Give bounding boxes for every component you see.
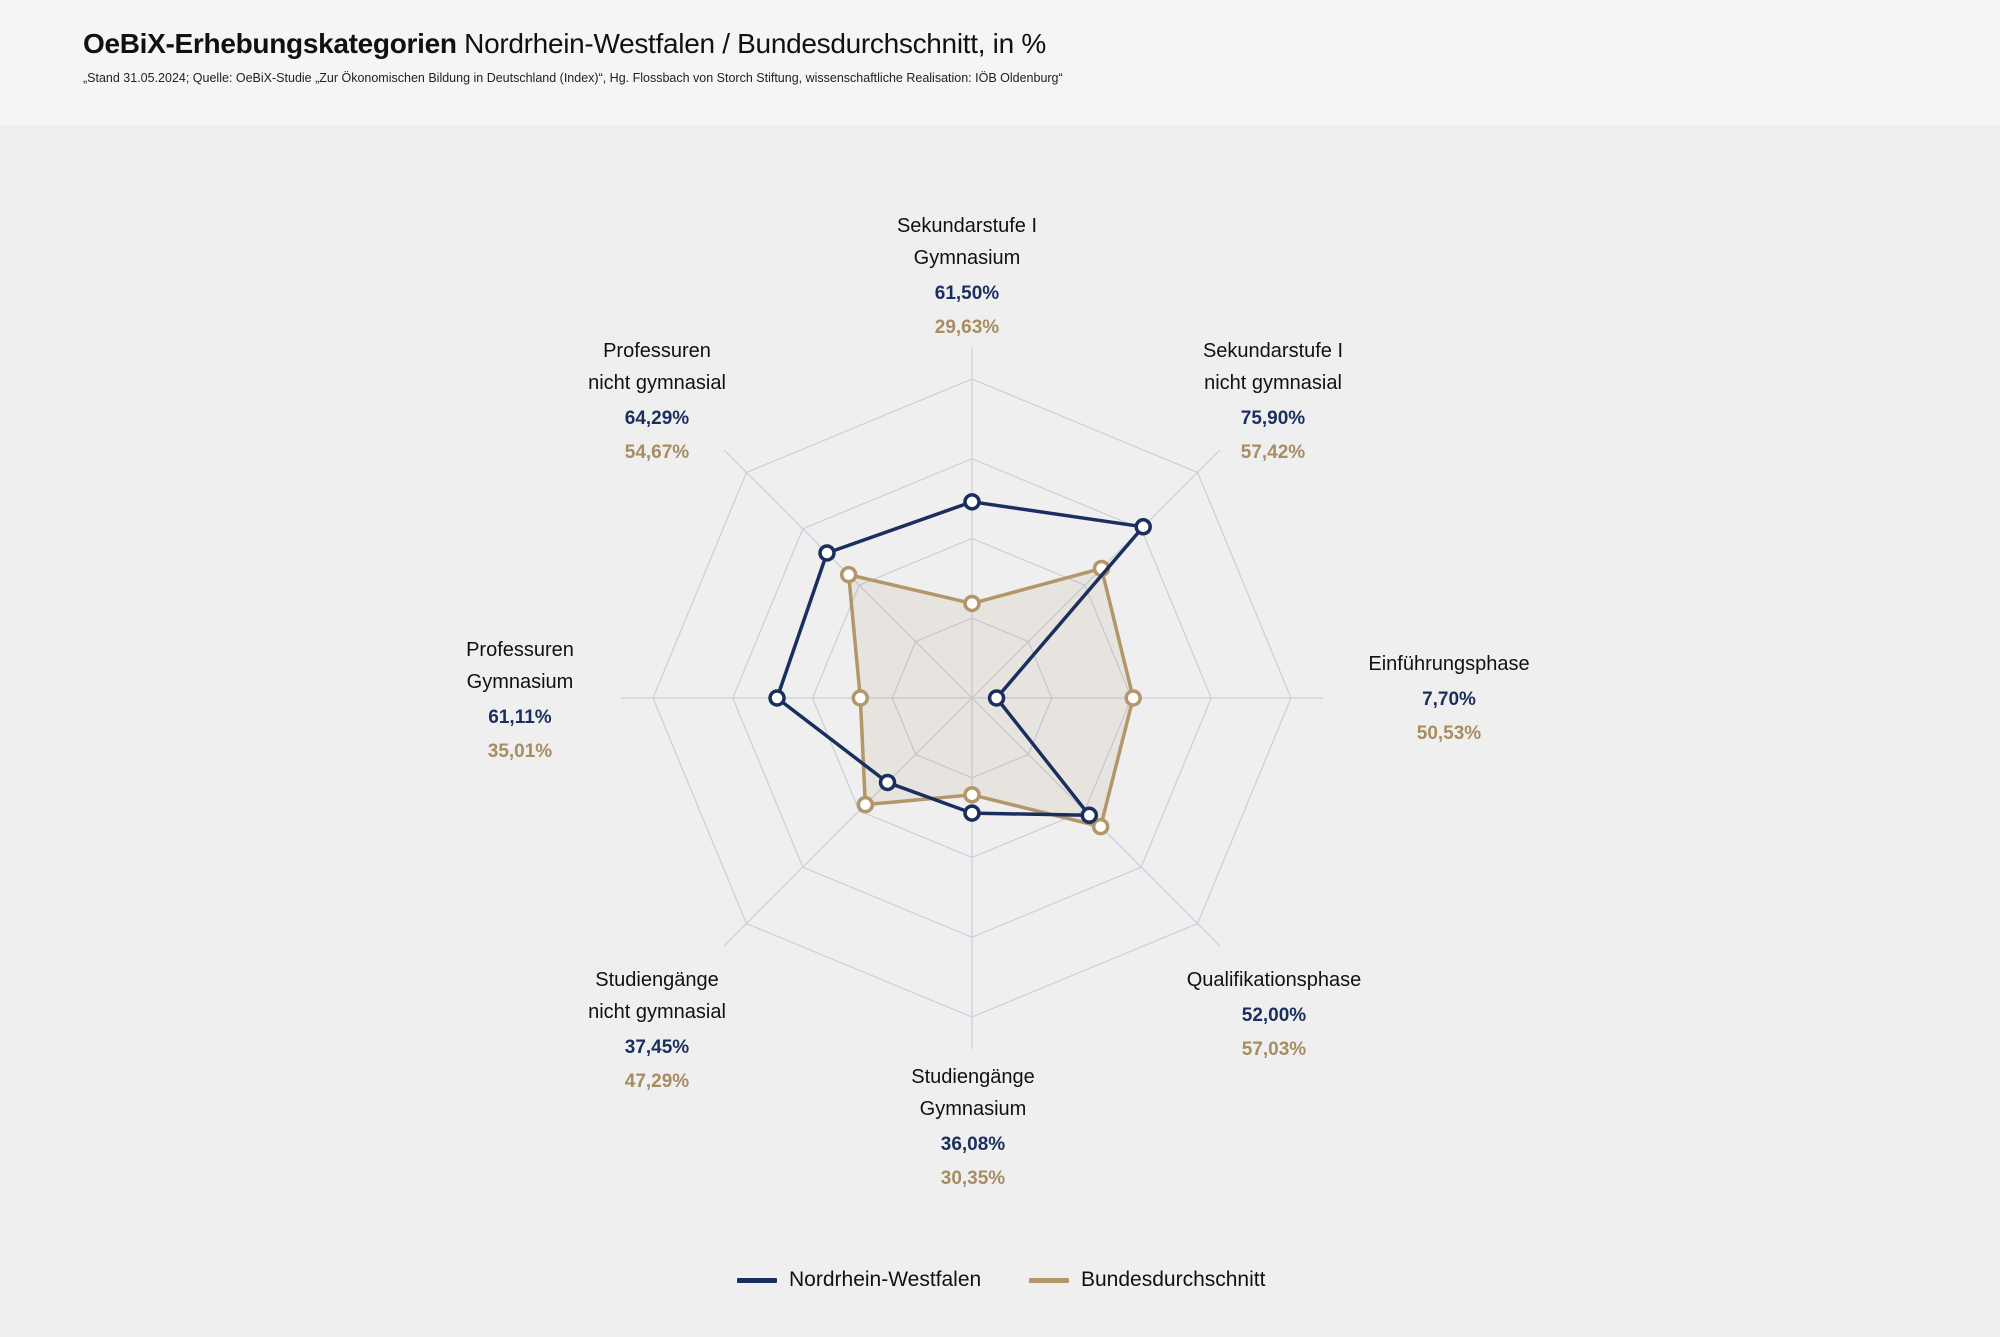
category-name: Einführungsphase	[1368, 653, 1530, 675]
category-name: Studiengänge	[595, 969, 719, 991]
value-label-nrw: 52,00%	[1241, 1005, 1307, 1026]
category-name: Professuren	[603, 340, 711, 362]
category-name: Sekundarstufe I	[896, 215, 1038, 237]
legend-item-nrw: Nordrhein-Westfalen	[737, 1268, 981, 1292]
axis-label: Sekundarstufe I Gymnasium 61,50% 29,63%	[807, 210, 1127, 345]
value-label-nrw: 61,50%	[934, 283, 1000, 304]
data-point-nrw	[987, 689, 1006, 707]
data-point-bund	[839, 565, 858, 584]
data-point-nrw	[768, 689, 786, 707]
data-point-nrw	[963, 493, 981, 511]
category-name-line2: Gymnasium	[919, 1098, 1027, 1120]
data-point-bund	[963, 786, 981, 804]
data-point-bund	[1124, 689, 1142, 707]
category-name-line2: Gymnasium	[913, 247, 1021, 269]
legend-swatch-nrw	[737, 1277, 777, 1283]
axis-label: Einführungsphase 7,70% 50,53%	[1289, 648, 1609, 751]
value-label-bund: 50,53%	[1416, 723, 1482, 744]
legend-swatch-bund	[1029, 1277, 1069, 1283]
title-bold: OeBiX-Erhebungskategorien	[83, 28, 457, 59]
data-point-nrw	[878, 773, 897, 792]
value-label-bund: 57,03%	[1241, 1039, 1307, 1060]
axis-label: Professuren Gymnasium 61,11% 35,01%	[360, 634, 680, 769]
value-label-bund: 29,63%	[934, 317, 1000, 338]
data-point-nrw	[1080, 806, 1099, 825]
value-label-bund: 54,67%	[624, 442, 690, 463]
value-label-nrw: 7,70%	[1422, 689, 1476, 710]
value-label-nrw: 36,08%	[940, 1134, 1006, 1155]
category-name: Qualifikationsphase	[1186, 969, 1362, 991]
category-name: Studiengänge	[911, 1066, 1035, 1088]
category-name-line2: nicht gymnasial	[1204, 372, 1342, 394]
category-name: Sekundarstufe I	[1202, 340, 1344, 362]
data-point-bund	[851, 689, 870, 707]
category-name-line2: nicht gymnasial	[588, 372, 726, 394]
category-name: Professuren	[466, 639, 574, 661]
data-point-nrw	[1134, 518, 1152, 536]
value-label-bund: 47,29%	[624, 1071, 690, 1092]
category-name-line2: nicht gymnasial	[588, 1001, 726, 1023]
legend-label-bund: Bundesdurchschnitt	[1081, 1268, 1266, 1291]
value-label-nrw: 61,11%	[488, 707, 552, 728]
value-label-nrw: 75,90%	[1240, 408, 1306, 429]
axis-label: Studiengänge nicht gymnasial 37,45% 47,29%	[497, 964, 817, 1099]
data-point-bund	[856, 795, 875, 814]
data-point-nrw	[963, 804, 981, 822]
grid-axis	[723, 697, 973, 947]
axis-label: Studiengänge Gymnasium 36,08% 30,35%	[813, 1061, 1133, 1196]
value-label-bund: 30,35%	[940, 1168, 1006, 1189]
value-label-bund: 57,42%	[1240, 442, 1306, 463]
legend-label-nrw: Nordrhein-Westfalen	[789, 1268, 982, 1291]
category-name-line2: Gymnasium	[466, 671, 574, 693]
axis-label: Qualifikationsphase 52,00% 57,03%	[1114, 964, 1434, 1067]
legend-item-bund: Bundesdurchschnitt	[1029, 1268, 1265, 1292]
value-label-nrw: 64,29%	[624, 408, 690, 429]
value-label-nrw: 37,45%	[624, 1037, 690, 1058]
header: OeBiX-Erhebungskategorien Nordrhein-West…	[0, 0, 2000, 125]
data-point-bund	[1091, 817, 1110, 836]
chart-source: „Stand 31.05.2024; Quelle: OeBiX-Studie …	[83, 71, 1063, 85]
title-rest: Nordrhein-Westfalen / Bundesdurchschnitt…	[456, 28, 1046, 59]
value-label-bund: 35,01%	[487, 741, 553, 762]
chart-title: OeBiX-Erhebungskategorien Nordrhein-West…	[83, 28, 1046, 60]
data-point-nrw	[818, 544, 836, 562]
axis-label: Sekundarstufe I nicht gymnasial 75,90% 57,4…	[1113, 335, 1433, 470]
legend: Nordrhein-Westfalen Bundesdurchschnitt	[0, 1268, 2000, 1298]
axis-label: Professuren nicht gymnasial 64,29% 54,67%	[497, 335, 817, 470]
data-point-bund	[963, 594, 981, 613]
